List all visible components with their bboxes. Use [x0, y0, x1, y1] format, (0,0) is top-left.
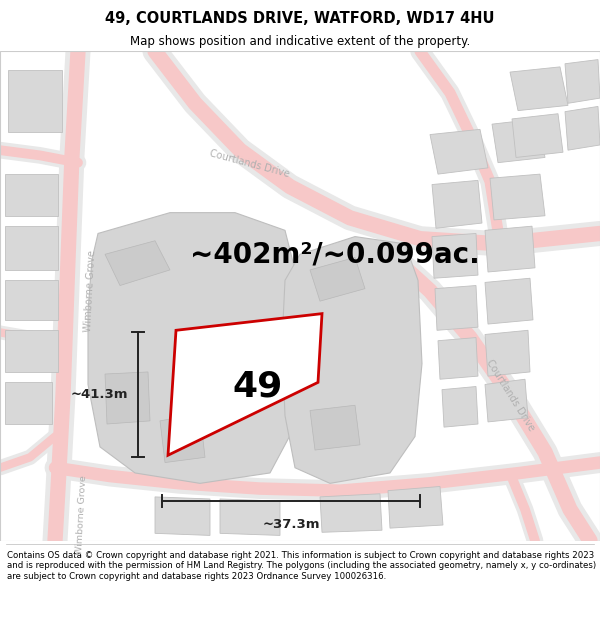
Polygon shape [5, 281, 58, 320]
Text: Wimborne Grove: Wimborne Grove [76, 474, 89, 554]
Polygon shape [155, 497, 210, 536]
Polygon shape [88, 213, 300, 483]
Polygon shape [512, 114, 563, 158]
Polygon shape [510, 67, 568, 111]
Polygon shape [485, 278, 533, 324]
Polygon shape [432, 181, 482, 228]
Text: 49, COURTLANDS DRIVE, WATFORD, WD17 4HU: 49, COURTLANDS DRIVE, WATFORD, WD17 4HU [105, 11, 495, 26]
Polygon shape [320, 494, 382, 532]
Polygon shape [220, 499, 280, 536]
Text: Map shows position and indicative extent of the property.: Map shows position and indicative extent… [130, 35, 470, 48]
Text: 49: 49 [233, 369, 283, 404]
Text: ~41.3m: ~41.3m [71, 388, 128, 401]
Polygon shape [490, 174, 545, 220]
Polygon shape [565, 59, 600, 103]
Text: ~37.3m: ~37.3m [262, 518, 320, 531]
Polygon shape [105, 241, 170, 286]
Polygon shape [430, 129, 488, 174]
Polygon shape [310, 258, 365, 301]
Polygon shape [5, 226, 58, 270]
Polygon shape [438, 338, 478, 379]
Polygon shape [492, 119, 545, 162]
Polygon shape [282, 237, 422, 483]
Text: Contains OS data © Crown copyright and database right 2021. This information is : Contains OS data © Crown copyright and d… [7, 551, 596, 581]
Polygon shape [442, 386, 478, 427]
Polygon shape [565, 106, 600, 150]
Polygon shape [485, 226, 535, 272]
Polygon shape [485, 379, 528, 422]
Polygon shape [105, 372, 150, 424]
Polygon shape [485, 330, 530, 376]
Polygon shape [435, 286, 478, 330]
Text: Courtlands Drive: Courtlands Drive [209, 148, 291, 179]
Polygon shape [168, 314, 322, 455]
Text: Wimborne Grove: Wimborne Grove [83, 249, 97, 332]
Polygon shape [5, 330, 58, 372]
Polygon shape [388, 486, 443, 528]
Text: Courtlands Drive: Courtlands Drive [484, 357, 536, 432]
Polygon shape [310, 405, 360, 450]
Polygon shape [432, 234, 478, 278]
Polygon shape [5, 174, 58, 216]
Text: ~402m²/~0.099ac.: ~402m²/~0.099ac. [190, 240, 480, 268]
Polygon shape [8, 70, 62, 132]
Polygon shape [5, 382, 52, 424]
Polygon shape [160, 414, 205, 462]
